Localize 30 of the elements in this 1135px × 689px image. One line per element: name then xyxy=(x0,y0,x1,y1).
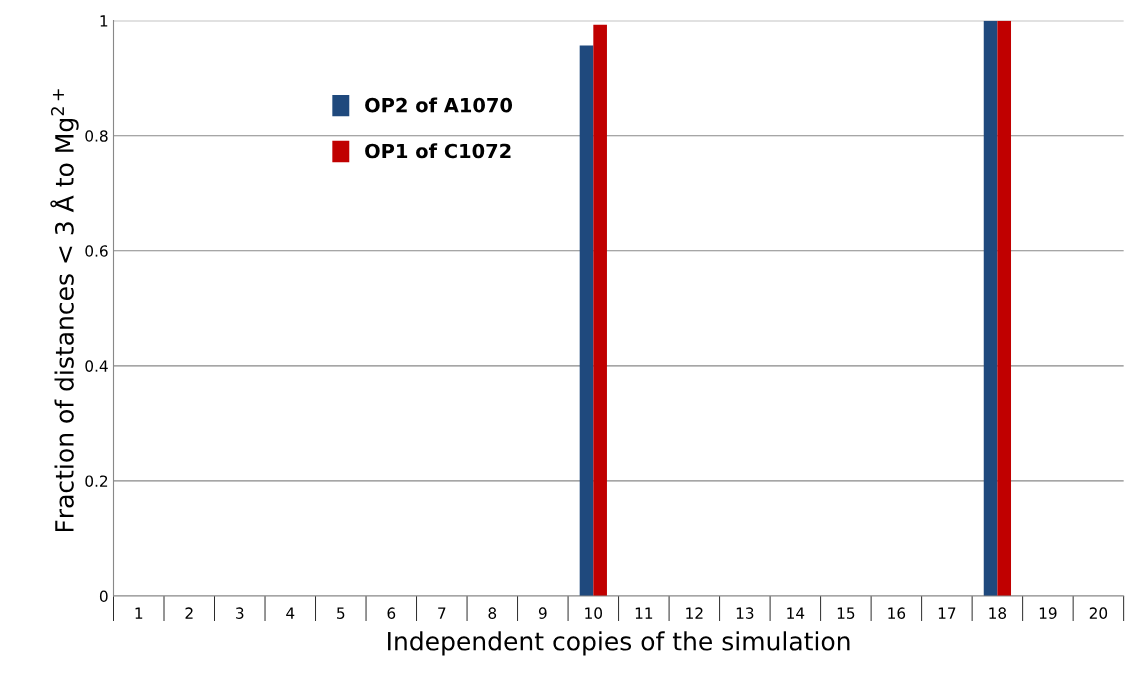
x-tick-label: 5 xyxy=(337,607,345,619)
x-tick-label: 4 xyxy=(286,607,295,619)
x-tick-label: 6 xyxy=(387,607,396,619)
y-tick-label: 0.2 xyxy=(85,475,108,487)
x-tick-label: 10 xyxy=(585,607,603,619)
x-tick-label: 7 xyxy=(438,607,446,619)
x-tick-label: 13 xyxy=(736,607,754,619)
x-tick-label: 18 xyxy=(989,607,1007,619)
x-tick-label: 3 xyxy=(236,607,244,619)
x-tick-label: 11 xyxy=(635,607,653,619)
y-tick-label: 0.4 xyxy=(85,360,108,372)
x-tick-label: 15 xyxy=(837,607,855,619)
legend-label: OP1 of C1072 xyxy=(365,143,511,159)
x-axis-title: Independent copies of the simulation xyxy=(388,631,850,656)
x-tick-label: 14 xyxy=(787,607,805,619)
x-tick-label: 20 xyxy=(1089,607,1108,619)
y-tick-label: 0.6 xyxy=(85,245,108,257)
y-axis-title: Fraction of distances < 3 Å to Mg$^{2+}$ xyxy=(50,89,79,532)
y-tick-label: 1 xyxy=(100,15,108,27)
x-tick-label: 12 xyxy=(686,607,703,619)
x-tick-label: 19 xyxy=(1039,607,1057,619)
legend-label: OP2 of A1070 xyxy=(365,97,513,113)
x-tick-label: 2 xyxy=(185,607,193,619)
x-tick-label: 9 xyxy=(538,607,547,619)
x-tick-label: 1 xyxy=(135,607,143,619)
x-tick-label: 16 xyxy=(888,607,906,619)
x-tick-label: 17 xyxy=(938,607,956,619)
y-tick-label: 0.8 xyxy=(85,130,108,142)
y-tick-label: 0 xyxy=(99,590,108,603)
x-tick-label: 8 xyxy=(488,607,497,619)
